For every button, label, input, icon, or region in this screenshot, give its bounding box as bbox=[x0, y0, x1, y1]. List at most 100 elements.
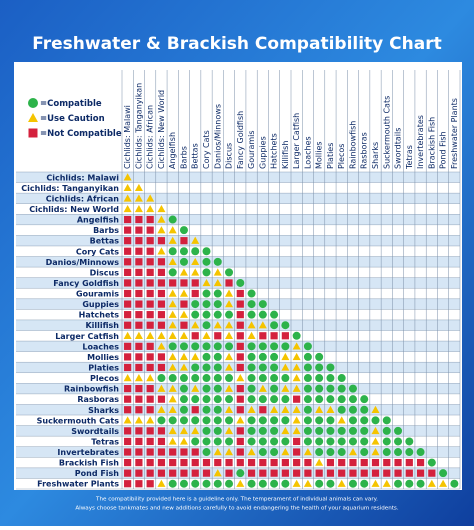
not-compatible-mark bbox=[135, 448, 143, 456]
not-compatible-mark bbox=[247, 469, 256, 477]
compatible-mark bbox=[337, 426, 346, 435]
compatible-mark bbox=[270, 479, 279, 488]
compatible-mark bbox=[326, 384, 335, 393]
caution-mark bbox=[225, 331, 234, 339]
compatible-mark bbox=[337, 395, 346, 404]
compatible-mark bbox=[303, 405, 312, 414]
caution-mark bbox=[179, 268, 188, 276]
compatible-mark bbox=[179, 257, 188, 266]
caution-mark bbox=[191, 257, 200, 266]
caution-mark bbox=[168, 257, 177, 266]
caution-mark bbox=[315, 405, 324, 413]
compatible-mark bbox=[202, 395, 211, 404]
column-label: Rainbowfish bbox=[348, 121, 357, 169]
not-compatible-mark bbox=[146, 226, 154, 234]
caution-mark bbox=[303, 479, 312, 487]
caution-mark bbox=[157, 226, 166, 234]
compatible-mark bbox=[225, 374, 234, 383]
compatible-mark bbox=[247, 416, 256, 425]
compatible-mark bbox=[179, 395, 188, 404]
caution-mark bbox=[157, 405, 166, 413]
not-compatible-mark bbox=[124, 469, 132, 477]
compatible-mark bbox=[179, 247, 188, 256]
column-label: Angelfish bbox=[168, 132, 177, 169]
caution-mark bbox=[225, 384, 234, 392]
compatible-mark bbox=[360, 479, 369, 488]
compatible-mark bbox=[191, 374, 200, 383]
caution-mark bbox=[225, 289, 234, 297]
caution-mark bbox=[168, 426, 177, 435]
not-compatible-mark bbox=[146, 427, 154, 435]
compatible-mark bbox=[326, 448, 335, 457]
compatible-mark bbox=[213, 363, 222, 372]
compatible-mark bbox=[270, 310, 279, 319]
footer-note: The compatibility provided here is a gui… bbox=[95, 497, 378, 503]
not-compatible-mark bbox=[191, 448, 199, 456]
not-compatible-mark bbox=[124, 458, 132, 467]
not-compatible-mark bbox=[124, 268, 132, 276]
compatible-mark bbox=[315, 479, 324, 488]
compatible-mark bbox=[179, 479, 188, 488]
compatible-mark bbox=[168, 416, 177, 425]
footer-note: Always choose tankmates and new addition… bbox=[75, 506, 399, 512]
compatible-mark bbox=[225, 479, 234, 488]
compatible-mark bbox=[202, 289, 211, 298]
compatible-mark bbox=[360, 437, 369, 446]
compatible-mark bbox=[202, 310, 211, 319]
compatible-mark bbox=[258, 363, 267, 372]
compatible-mark bbox=[326, 395, 335, 404]
not-compatible-mark bbox=[135, 215, 143, 224]
row-label: Cichlids: Malawi bbox=[46, 173, 119, 182]
caution-mark bbox=[326, 405, 335, 413]
compatible-mark bbox=[405, 479, 414, 488]
not-compatible-mark bbox=[169, 458, 177, 467]
compatible-mark bbox=[202, 384, 211, 393]
compatible-mark bbox=[303, 384, 312, 393]
not-compatible-mark bbox=[124, 321, 132, 329]
caution-mark bbox=[281, 363, 290, 371]
column-label: Freshwater Plants bbox=[450, 98, 459, 169]
not-compatible-mark bbox=[157, 458, 166, 467]
not-compatible-mark bbox=[146, 353, 154, 361]
not-compatible-mark bbox=[293, 437, 301, 446]
compatible-mark bbox=[281, 395, 290, 404]
compatible-mark bbox=[247, 479, 256, 488]
not-compatible-mark bbox=[191, 458, 199, 467]
row-stripe bbox=[16, 235, 460, 246]
not-compatible-mark bbox=[146, 279, 154, 287]
caution-mark bbox=[123, 173, 132, 181]
compatible-mark bbox=[270, 416, 279, 425]
row-stripe bbox=[16, 182, 460, 194]
compatible-mark bbox=[348, 479, 357, 488]
not-compatible-mark bbox=[191, 289, 199, 298]
caution-mark bbox=[191, 236, 200, 244]
not-compatible-mark bbox=[157, 321, 166, 329]
compatible-mark bbox=[348, 437, 357, 446]
not-compatible-mark bbox=[236, 311, 244, 319]
compatible-mark bbox=[213, 479, 222, 488]
caution-mark bbox=[202, 278, 211, 287]
caution-mark bbox=[213, 448, 222, 456]
compatible-mark bbox=[202, 426, 211, 435]
caution-mark bbox=[292, 405, 301, 413]
caution-mark bbox=[179, 352, 188, 361]
caution-mark bbox=[337, 479, 346, 487]
not-compatible-mark bbox=[236, 427, 244, 435]
caution-mark bbox=[168, 236, 177, 244]
row-stripe bbox=[16, 267, 460, 278]
compatible-mark bbox=[303, 416, 312, 425]
row-stripe bbox=[16, 372, 460, 384]
caution-mark bbox=[157, 215, 166, 223]
column-label: Tetras bbox=[405, 145, 414, 170]
compatible-mark bbox=[303, 426, 312, 435]
not-compatible-mark bbox=[293, 469, 301, 477]
compatible-mark bbox=[179, 342, 188, 351]
not-compatible-mark bbox=[180, 458, 188, 467]
compatible-mark bbox=[270, 384, 279, 393]
not-compatible-mark bbox=[28, 128, 38, 138]
caution-mark bbox=[191, 321, 200, 329]
row-label: Plecos bbox=[90, 374, 119, 383]
compatible-mark bbox=[191, 416, 200, 425]
compatible-mark bbox=[315, 352, 324, 361]
caution-mark bbox=[168, 289, 177, 297]
